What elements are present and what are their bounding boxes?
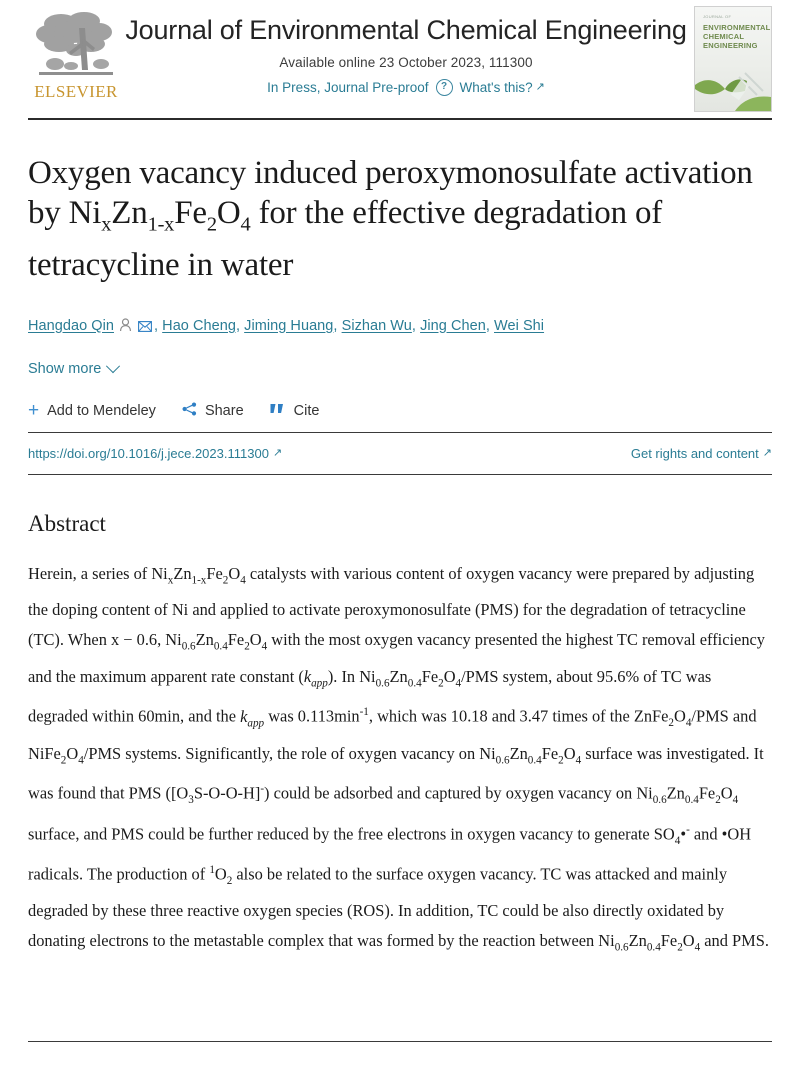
cover-kicker: JOURNAL OF xyxy=(703,14,732,19)
actions-divider xyxy=(28,431,772,433)
title-seg-o: O xyxy=(216,195,241,231)
title-seg-tail: for the effective degradation of tetracy… xyxy=(28,195,663,283)
journal-title: Journal of Environmental Chemical Engine… xyxy=(125,15,687,45)
author-sep-2: , xyxy=(333,317,342,334)
doi-url: https://doi.org/10.1016/j.jece.2023.1113… xyxy=(28,445,269,461)
title-seg-1: Oxygen vacancy induced peroxymonosulfate… xyxy=(28,155,753,231)
get-rights-and-content-link[interactable]: Get rights and content ↗ xyxy=(631,446,772,461)
masthead-center: Journal of Environmental Chemical Engine… xyxy=(124,6,688,96)
masthead-divider xyxy=(28,118,772,120)
cover-title-line-3: ENGINEERING xyxy=(703,41,758,50)
share-nodes-icon xyxy=(182,402,197,420)
whats-this-link[interactable]: What's this? ↗ xyxy=(460,80,545,95)
author-list: Hangdao Qin, Hao Cheng, Jiming Huang, Si… xyxy=(28,315,772,339)
person-icon[interactable] xyxy=(119,317,132,339)
elsevier-wordmark: ELSEVIER xyxy=(34,82,118,101)
add-to-mendeley-label: Add to Mendeley xyxy=(47,402,156,419)
doi-divider xyxy=(28,473,772,475)
external-link-icon: ↗ xyxy=(535,80,545,93)
abstract-heading: Abstract xyxy=(28,510,106,536)
show-more-label: Show more xyxy=(28,360,102,377)
title-sub-2: 2 xyxy=(206,213,217,236)
external-link-icon: ↗ xyxy=(272,446,283,459)
title-sub-x: x xyxy=(101,213,112,236)
author-sep-0: , xyxy=(154,317,163,334)
article-actions: + Add to Mendeley Share Cite xyxy=(28,399,772,432)
envelope-icon[interactable] xyxy=(138,317,152,339)
elsevier-logo[interactable]: ELSEVIER xyxy=(28,6,124,100)
title-sub-4: 4 xyxy=(240,213,251,236)
title-sub-1minusx: 1-x xyxy=(147,213,175,236)
help-question-icon[interactable]: ? xyxy=(435,78,453,96)
author-link-1[interactable]: Hao Cheng xyxy=(162,317,236,334)
abstract-bottom-divider-wrap xyxy=(28,1041,772,1042)
abstract-text: Herein, a series of NixZn1-xFe2O4 cataly… xyxy=(28,563,769,953)
author-link-0[interactable]: Hangdao Qin xyxy=(28,317,114,334)
title-seg-zn: Zn xyxy=(111,195,148,231)
author-link-3[interactable]: Sizhan Wu xyxy=(341,317,412,334)
plus-icon: + xyxy=(28,399,40,421)
prepress-status: In Press, Journal Pre-proof xyxy=(267,79,429,95)
cite-label: Cite xyxy=(293,402,320,419)
doi-row: https://doi.org/10.1016/j.jece.2023.1113… xyxy=(28,433,772,474)
external-link-icon: ↗ xyxy=(762,446,772,459)
author-sep-4: , xyxy=(485,317,494,334)
cover-artwork-icon xyxy=(695,72,771,111)
journal-masthead: ELSEVIER Journal of Environmental Chemic… xyxy=(28,0,772,118)
share-label: Share xyxy=(204,402,244,419)
add-to-mendeley-button[interactable]: + Add to Mendeley xyxy=(28,399,156,421)
show-more-button[interactable]: Show more xyxy=(28,358,121,377)
article-title: Oxygen vacancy induced peroxymonosulfate… xyxy=(28,153,772,285)
quote-icon xyxy=(270,402,286,419)
abstract-bottom-divider xyxy=(28,1041,772,1042)
author-link-2[interactable]: Jiming Huang xyxy=(244,317,334,334)
rights-label: Get rights and content xyxy=(630,445,759,461)
prepress-line: In Press, Journal Pre-proof ? What's thi… xyxy=(124,78,688,96)
cover-title-line-1: ENVIRONMENTAL xyxy=(703,23,771,32)
journal-cover-thumbnail[interactable]: JOURNAL OF ENVIRONMENTAL CHEMICAL ENGINE… xyxy=(694,6,772,112)
chevron-down-icon xyxy=(106,358,121,373)
share-button[interactable]: Share xyxy=(182,402,244,420)
author-sep-3: , xyxy=(411,317,421,334)
cite-button[interactable]: Cite xyxy=(270,402,320,419)
title-seg-fe: Fe xyxy=(174,195,207,231)
elsevier-tree-icon xyxy=(35,8,117,82)
availability-line: Available online 23 October 2023, 111300 xyxy=(279,54,533,70)
doi-link[interactable]: https://doi.org/10.1016/j.jece.2023.1113… xyxy=(28,446,282,461)
author-sep-1: , xyxy=(235,317,245,334)
whats-this-label: What's this? xyxy=(459,79,533,95)
author-link-4[interactable]: Jing Chen xyxy=(420,317,486,334)
cover-title: ENVIRONMENTAL CHEMICAL ENGINEERING xyxy=(703,23,771,50)
author-link-5[interactable]: Wei Shi xyxy=(494,317,545,334)
cover-title-line-2: CHEMICAL xyxy=(703,32,745,41)
